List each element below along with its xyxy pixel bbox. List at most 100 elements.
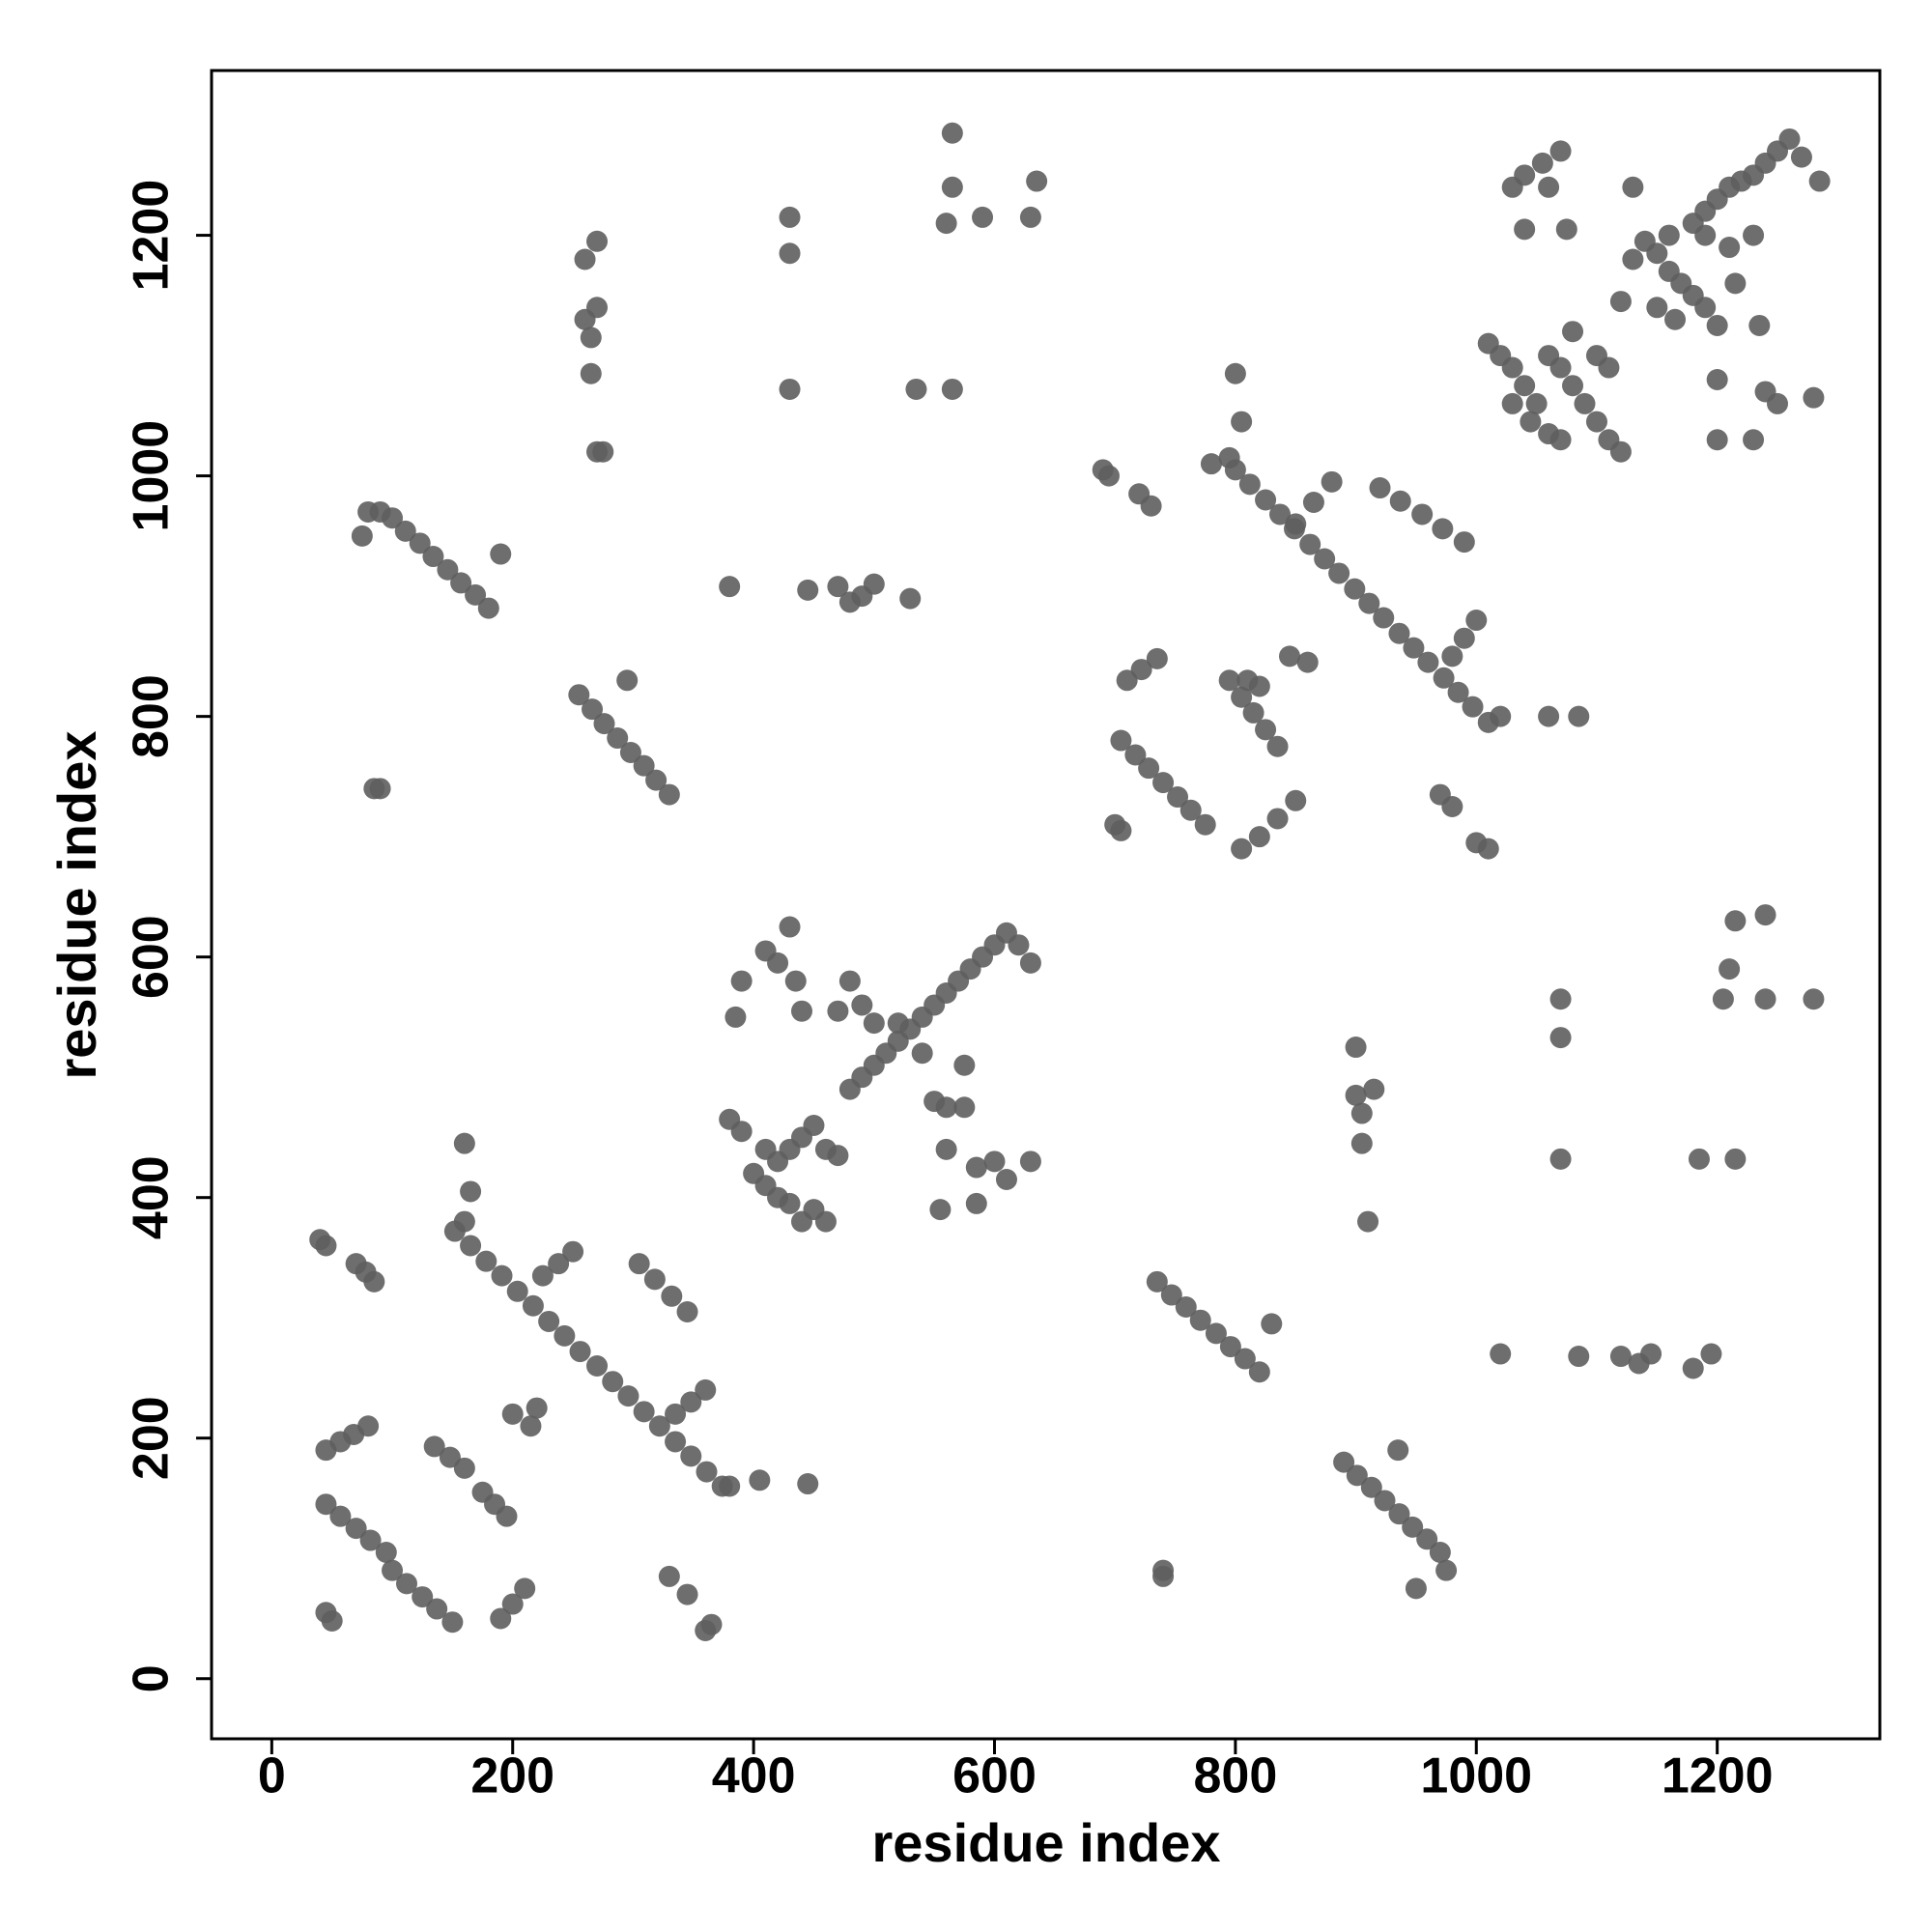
y-tick-label: 200 <box>124 1396 180 1480</box>
contact-point <box>1116 669 1138 692</box>
contact-point <box>1682 1357 1704 1379</box>
contact-point <box>645 769 668 791</box>
contact-point <box>1555 218 1577 241</box>
contact-point <box>1248 675 1270 697</box>
contact-point <box>1374 1490 1396 1512</box>
contact-point <box>554 1324 576 1347</box>
x-tick-label: 1200 <box>1662 1748 1774 1804</box>
contact-point <box>568 684 590 706</box>
contact-point <box>1369 477 1391 499</box>
contact-point <box>357 1415 380 1437</box>
contact-point <box>1441 796 1463 818</box>
contact-point <box>1387 1439 1409 1462</box>
x-tick-label: 800 <box>1194 1748 1278 1804</box>
contact-point <box>1574 392 1596 414</box>
contact-point <box>779 916 801 938</box>
contact-point <box>321 1609 343 1632</box>
contact-point <box>680 1445 702 1467</box>
contact-point <box>1447 681 1469 703</box>
contact-point <box>1748 314 1771 336</box>
contact-point <box>1388 622 1410 644</box>
contact-point <box>437 558 459 581</box>
contact-point <box>1346 1464 1368 1487</box>
contact-point <box>676 1300 698 1322</box>
contact-point <box>617 1385 639 1407</box>
contact-point <box>1706 368 1728 390</box>
x-tick-label: 600 <box>952 1748 1037 1804</box>
contact-point <box>526 1397 548 1419</box>
contact-point <box>953 1096 976 1119</box>
contact-point <box>1231 686 1253 708</box>
contact-point <box>616 669 639 692</box>
contact-point <box>1622 248 1644 270</box>
contact-point <box>719 1475 741 1497</box>
contact-point <box>1743 224 1765 246</box>
contact-point <box>1224 362 1246 384</box>
contact-point <box>779 242 801 265</box>
contact-point <box>1609 291 1632 313</box>
contact-point <box>1302 492 1324 514</box>
contact-point <box>490 1607 512 1630</box>
y-tick-label: 0 <box>124 1664 180 1692</box>
contact-point <box>1266 808 1289 830</box>
contact-point <box>619 741 641 763</box>
contact-point <box>1724 272 1747 295</box>
contact-point <box>491 1264 513 1287</box>
contact-point <box>935 1096 957 1119</box>
contact-point <box>1453 627 1475 649</box>
contact-point <box>730 970 753 992</box>
contact-point <box>767 952 789 974</box>
contact-point <box>1441 645 1463 668</box>
contact-point <box>315 1493 337 1516</box>
contact-point <box>658 783 680 806</box>
contact-point <box>803 1114 825 1136</box>
contact-point <box>1688 1148 1710 1170</box>
contact-point <box>941 176 963 198</box>
contact-point <box>1432 518 1454 540</box>
contact-point <box>695 1378 717 1401</box>
contact-point <box>935 1138 957 1160</box>
contact-point <box>838 591 861 613</box>
contact-point <box>1231 411 1253 433</box>
contact-point <box>439 1446 461 1468</box>
contact-point <box>1175 1295 1197 1318</box>
contact-point <box>501 1593 524 1615</box>
contact-point <box>1754 988 1776 1010</box>
contact-point <box>1345 1037 1367 1059</box>
contact-point <box>863 573 885 595</box>
contact-point <box>409 532 431 554</box>
contact-point <box>1501 392 1523 414</box>
contact-point <box>953 1054 976 1076</box>
contact-point <box>586 230 609 252</box>
contact-point <box>1026 170 1048 192</box>
contact-point <box>1598 356 1620 379</box>
contact-point <box>593 713 615 735</box>
contact-point <box>586 1355 609 1378</box>
contact-point <box>658 1565 680 1587</box>
contact-point <box>1640 1343 1662 1365</box>
contact-point <box>369 778 391 800</box>
contact-point <box>359 1529 382 1551</box>
contact-point <box>522 1294 544 1317</box>
contact-point <box>1568 1346 1590 1368</box>
contact-point <box>1585 411 1607 433</box>
contact-point <box>1205 1322 1227 1345</box>
contact-point <box>531 1264 554 1287</box>
contact-point <box>1694 224 1717 246</box>
contact-point <box>643 1268 666 1291</box>
contact-point <box>680 1391 702 1413</box>
contact-point <box>838 970 861 992</box>
contact-point <box>730 1121 753 1143</box>
contact-point <box>1435 1559 1458 1581</box>
contact-point <box>375 1542 397 1564</box>
contact-point <box>724 1006 747 1028</box>
x-axis-title: residue index <box>871 1812 1220 1873</box>
contact-point <box>1538 705 1560 727</box>
x-tick-label: 400 <box>712 1748 796 1804</box>
contact-point <box>453 1132 475 1154</box>
contact-point <box>1266 735 1289 757</box>
contact-point <box>779 378 801 400</box>
contact-point <box>1417 651 1439 673</box>
contact-point <box>1514 375 1536 397</box>
